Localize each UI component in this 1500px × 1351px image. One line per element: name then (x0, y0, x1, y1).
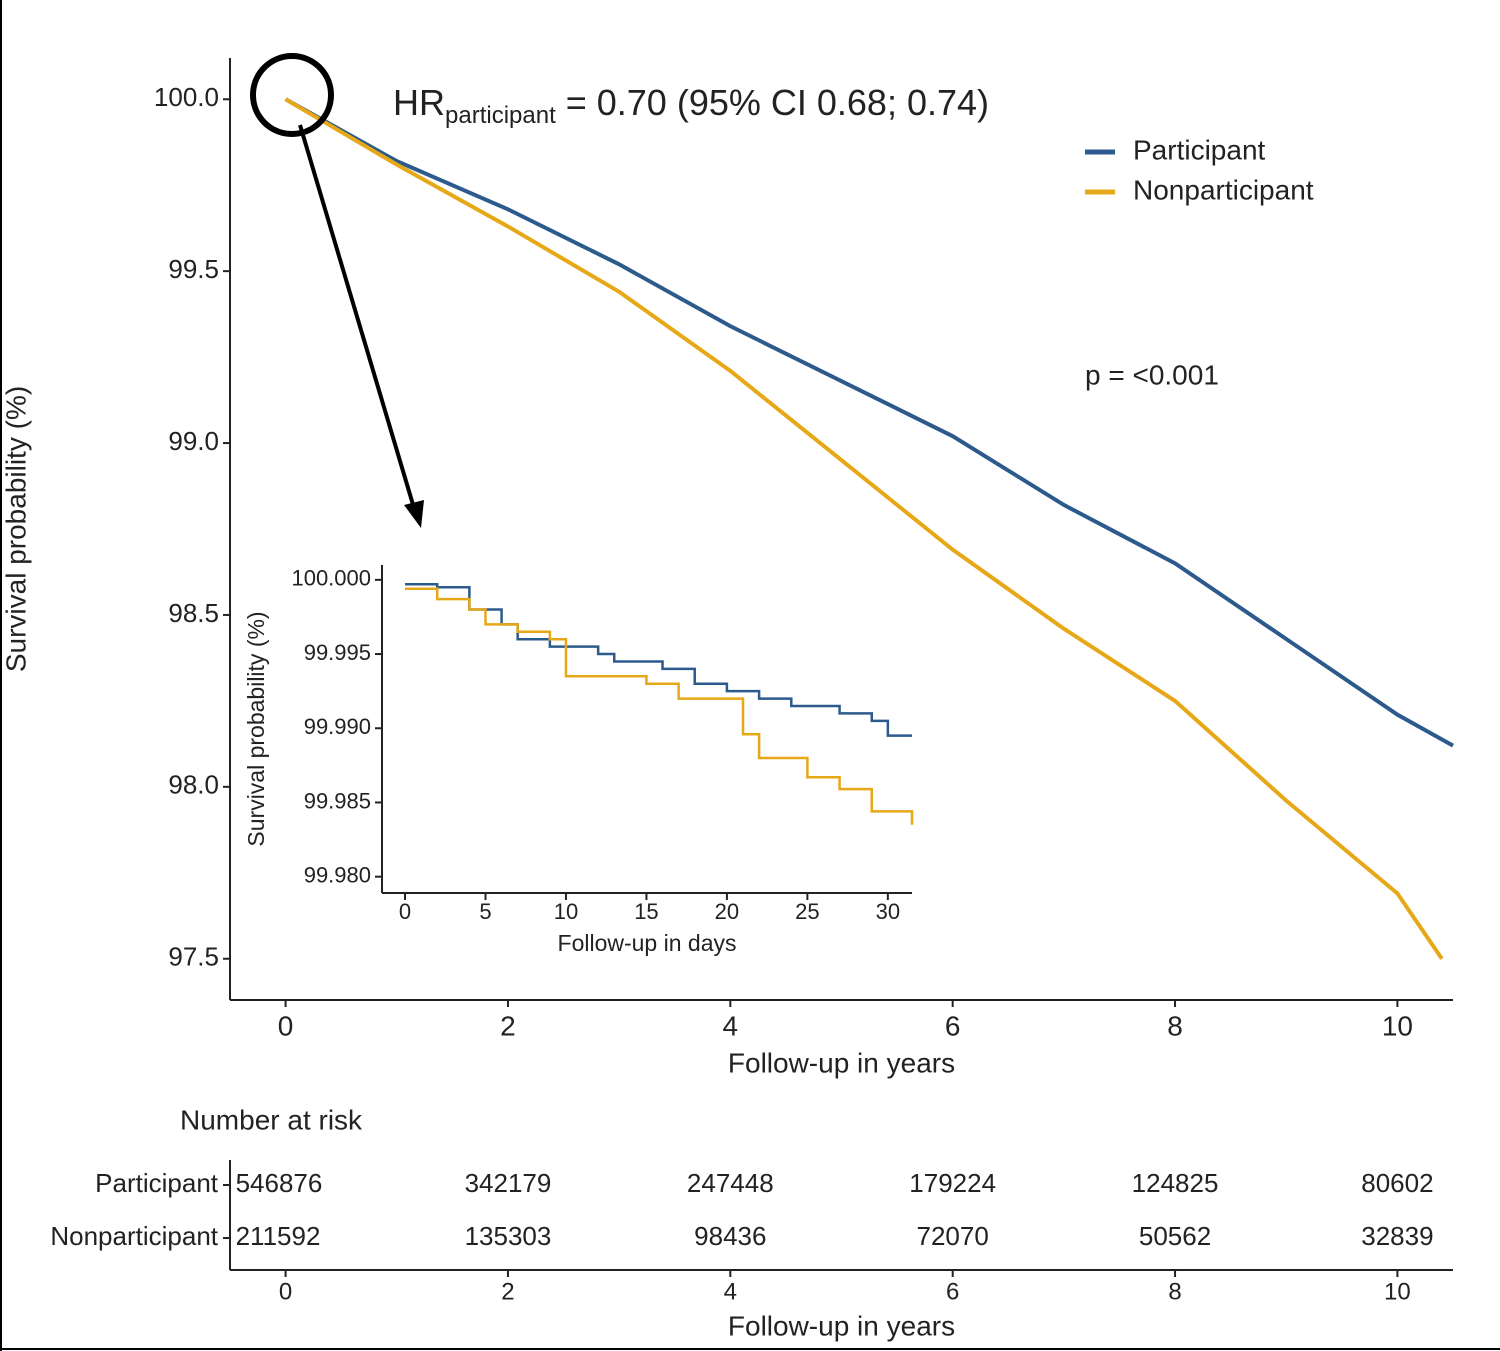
y-tick-label: 99.980 (304, 862, 371, 887)
x-axis-label: Follow-up in years (728, 1310, 955, 1341)
table-title: Number at risk (180, 1104, 363, 1135)
x-tick-label: 5 (479, 899, 491, 924)
table-cell: 80602 (1361, 1168, 1433, 1198)
p-annotation: p = <0.001 (1085, 359, 1219, 390)
survival-curve (405, 587, 914, 825)
legend-label: Participant (1133, 134, 1266, 165)
survival-curve (284, 97, 1444, 960)
table-cell: 179224 (909, 1168, 996, 1198)
hr-annotation: HRparticipant = 0.70 (95% CI 0.68; 0.74) (393, 82, 989, 130)
x-tick-label: 25 (795, 899, 819, 924)
zoom-circle (250, 53, 334, 137)
x-axis-label: Follow-up in years (728, 1047, 955, 1078)
x-tick-label: 30 (876, 899, 900, 924)
x-tick-label: 4 (724, 1278, 737, 1305)
table-cell: 72070 (917, 1221, 989, 1251)
y-tick-label: 100.0 (154, 82, 219, 112)
x-tick-label: 8 (1168, 1278, 1181, 1305)
y-tick-label: 99.990 (304, 714, 371, 739)
y-tick-label: 100.000 (291, 566, 371, 591)
x-tick-label: 4 (723, 1010, 739, 1041)
table-cell: 135303 (465, 1221, 552, 1251)
table-cell: 211592 (236, 1221, 321, 1251)
x-tick-label: 10 (1384, 1278, 1411, 1305)
y-axis-label: Survival probability (%) (0, 386, 31, 672)
zoom-arrow (298, 124, 416, 509)
x-tick-label: 10 (1382, 1010, 1413, 1041)
x-tick-label: 10 (554, 899, 578, 924)
hr-rest: = 0.70 (95% CI 0.68; 0.74) (556, 82, 989, 123)
y-tick-label: 99.0 (168, 426, 219, 456)
legend-label: Nonparticipant (1133, 174, 1314, 205)
x-tick-label: 15 (634, 899, 658, 924)
table-cell: 98436 (694, 1221, 766, 1251)
table-row-label: Nonparticipant (50, 1221, 218, 1251)
x-tick-label: 8 (1167, 1010, 1183, 1041)
hr-sub: participant (445, 102, 556, 129)
y-tick-label: 98.0 (168, 770, 219, 800)
x-tick-label: 2 (500, 1010, 516, 1041)
x-tick-label: 6 (946, 1278, 959, 1305)
table-cell: 50562 (1139, 1221, 1211, 1251)
y-tick-label: 97.5 (168, 942, 219, 972)
x-axis-label: Follow-up in days (558, 930, 737, 956)
x-tick-label: 0 (399, 899, 411, 924)
x-tick-label: 0 (279, 1278, 292, 1305)
x-tick-label: 0 (278, 1010, 294, 1041)
y-tick-label: 99.985 (304, 788, 371, 813)
y-tick-label: 99.5 (168, 254, 219, 284)
survival-curve (284, 97, 1454, 748)
x-tick-label: 2 (501, 1278, 514, 1305)
y-tick-label: 98.5 (168, 598, 219, 628)
table-row-label: Participant (95, 1168, 219, 1198)
inset-background (322, 555, 922, 963)
x-tick-label: 20 (715, 899, 739, 924)
hr-main: HR (393, 82, 445, 123)
zoom-arrowhead (404, 500, 424, 528)
table-cell: 32839 (1361, 1221, 1433, 1251)
y-tick-label: 99.995 (304, 640, 371, 665)
table-cell: 247448 (687, 1168, 774, 1198)
x-tick-label: 6 (945, 1010, 961, 1041)
survival-curve (405, 583, 912, 737)
table-cell: 546876 (236, 1168, 323, 1198)
table-cell: 342179 (465, 1168, 552, 1198)
table-cell: 124825 (1132, 1168, 1219, 1198)
y-axis-label: Survival probability (%) (243, 611, 269, 846)
